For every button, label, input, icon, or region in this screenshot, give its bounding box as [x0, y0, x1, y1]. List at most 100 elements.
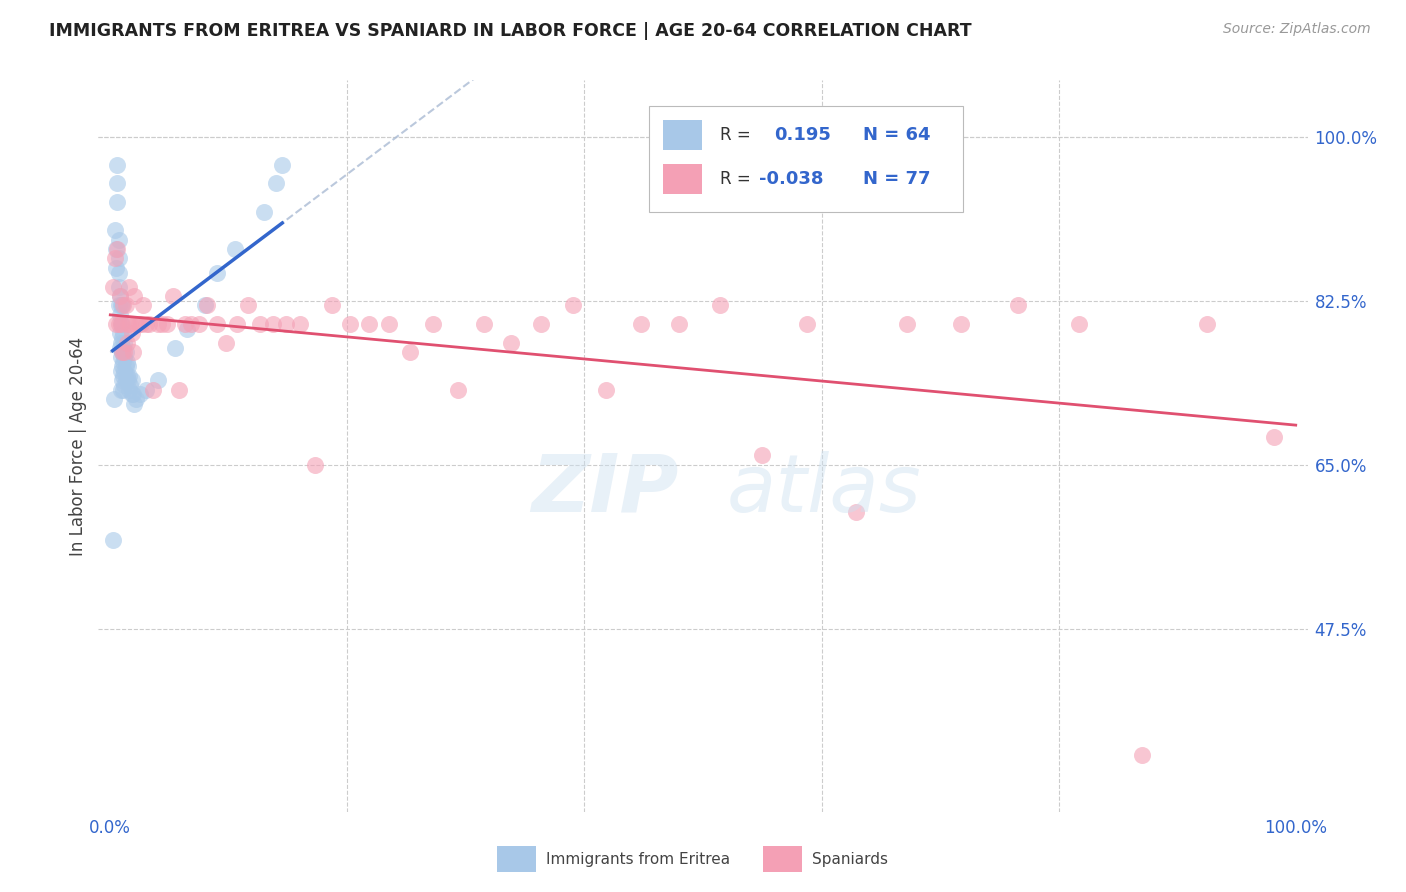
Point — [896, 317, 918, 331]
Point — [115, 368, 138, 383]
Point — [111, 317, 134, 331]
Point — [110, 317, 132, 331]
Point — [845, 505, 868, 519]
Point — [111, 373, 134, 387]
Point — [101, 533, 124, 547]
Text: atlas: atlas — [727, 450, 922, 529]
Point — [224, 242, 246, 256]
Text: N = 64: N = 64 — [863, 126, 931, 145]
Text: Source: ZipAtlas.com: Source: ZipAtlas.com — [1223, 22, 1371, 37]
Point — [152, 317, 174, 331]
Point — [595, 383, 617, 397]
Point — [249, 317, 271, 331]
Point — [107, 233, 129, 247]
Point — [262, 317, 284, 331]
Point — [105, 260, 128, 275]
Point — [114, 364, 136, 378]
Point — [110, 335, 132, 350]
Bar — [763, 847, 803, 872]
Point — [114, 359, 136, 374]
Point — [253, 204, 276, 219]
Point — [103, 392, 125, 406]
Point — [108, 289, 131, 303]
Point — [472, 317, 495, 331]
Point — [146, 317, 169, 331]
FancyBboxPatch shape — [648, 106, 963, 212]
Point — [120, 317, 142, 331]
Point — [1067, 317, 1090, 331]
Point — [112, 326, 135, 341]
Point — [561, 298, 583, 312]
Point — [114, 373, 136, 387]
Point — [105, 177, 128, 191]
Point — [125, 392, 148, 406]
Point — [112, 383, 135, 397]
Point — [271, 158, 294, 172]
Text: R =: R = — [720, 126, 751, 145]
Point — [122, 289, 145, 303]
Point — [107, 252, 129, 266]
Point — [111, 345, 134, 359]
Point — [108, 326, 131, 341]
Point — [114, 345, 136, 359]
Point — [107, 317, 129, 331]
Point — [121, 326, 143, 341]
Text: IMMIGRANTS FROM ERITREA VS SPANIARD IN LABOR FORCE | AGE 20-64 CORRELATION CHART: IMMIGRANTS FROM ERITREA VS SPANIARD IN L… — [49, 22, 972, 40]
Point — [446, 383, 468, 397]
Point — [1130, 748, 1153, 763]
Point — [108, 308, 131, 322]
Point — [950, 317, 973, 331]
Text: R =: R = — [720, 170, 751, 188]
Point — [188, 317, 211, 331]
Point — [378, 317, 401, 331]
Point — [399, 345, 422, 359]
Point — [110, 350, 132, 364]
Point — [117, 373, 139, 387]
Point — [1007, 298, 1029, 312]
Point — [110, 383, 132, 397]
Point — [129, 317, 152, 331]
Point — [122, 397, 145, 411]
Point — [1263, 429, 1285, 443]
Text: 0.195: 0.195 — [775, 126, 831, 145]
Point — [105, 242, 128, 256]
Point — [111, 298, 134, 312]
Point — [107, 279, 129, 293]
Point — [264, 177, 287, 191]
Point — [205, 266, 228, 280]
Point — [422, 317, 444, 331]
Point — [120, 378, 142, 392]
Point — [112, 368, 135, 383]
Point — [197, 298, 219, 312]
Point — [104, 223, 127, 237]
Point — [165, 341, 187, 355]
Point — [107, 266, 129, 280]
Point — [121, 387, 143, 401]
Point — [751, 449, 773, 463]
Point — [304, 458, 326, 472]
Point — [111, 345, 134, 359]
Point — [105, 242, 128, 256]
Point — [357, 317, 380, 331]
Point — [105, 158, 128, 172]
Point — [125, 317, 148, 331]
Point — [108, 289, 131, 303]
Point — [236, 298, 259, 312]
Point — [194, 298, 217, 312]
Point — [321, 298, 343, 312]
Point — [226, 317, 249, 331]
Point — [114, 335, 136, 350]
Point — [117, 317, 139, 331]
Y-axis label: In Labor Force | Age 20-64: In Labor Force | Age 20-64 — [69, 336, 87, 556]
Point — [114, 378, 136, 392]
Point — [112, 298, 135, 312]
Point — [180, 317, 202, 331]
Point — [128, 317, 150, 331]
Point — [105, 195, 128, 210]
Point — [288, 317, 311, 331]
Point — [115, 354, 138, 368]
Point — [174, 317, 197, 331]
Text: Spaniards: Spaniards — [811, 852, 887, 867]
Point — [176, 322, 198, 336]
Point — [114, 350, 136, 364]
